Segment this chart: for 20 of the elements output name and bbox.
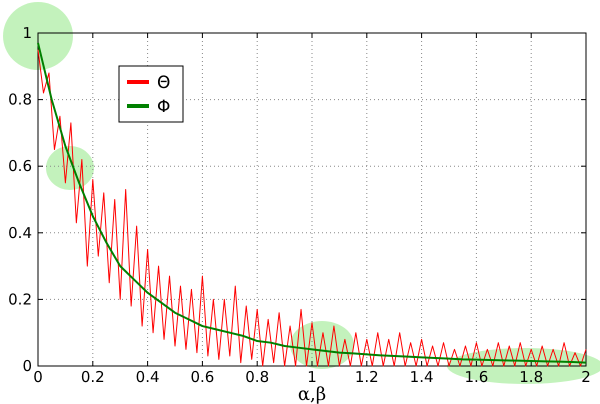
x-tick-label: 0.2 [80,368,105,386]
y-tick-label: 0 [22,357,32,375]
legend-label: Φ [157,97,170,117]
x-tick-label: 1.4 [410,368,434,386]
x-tick-label: 1.2 [354,368,379,386]
x-axis-title: α,β [298,384,326,404]
x-tick-label: 0.4 [136,368,160,386]
x-tick-label: 0.8 [245,368,270,386]
y-tick-label: 0.6 [8,157,32,176]
y-tick-label: 1 [22,24,32,42]
x-tick-label: 1 [307,368,317,386]
x-tick-label: 0 [33,368,43,386]
legend-label: Θ [157,73,170,93]
y-tick-label: 0.8 [8,90,32,109]
y-tick-label: 0.2 [8,290,32,308]
x-tick-label: 0.6 [190,368,214,386]
x-tick-label: 2 [581,368,591,386]
x-tick-label: 1.8 [519,368,544,386]
x-tick-label: 1.6 [464,368,488,386]
y-tick-label: 0.4 [8,224,32,242]
